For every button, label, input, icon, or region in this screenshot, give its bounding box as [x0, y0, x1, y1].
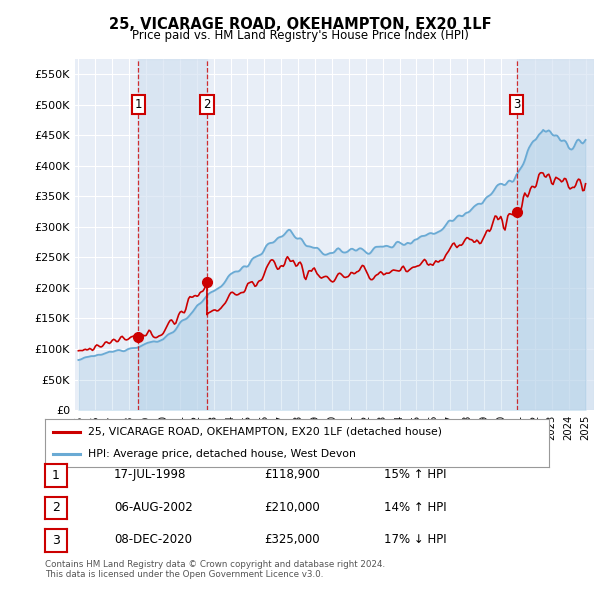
Text: 14% ↑ HPI: 14% ↑ HPI [384, 501, 446, 514]
Text: HPI: Average price, detached house, West Devon: HPI: Average price, detached house, West… [88, 449, 356, 459]
Bar [517, 59, 594, 410]
Text: 1: 1 [52, 469, 60, 482]
Text: £118,900: £118,900 [264, 468, 320, 481]
Text: Contains HM Land Registry data © Crown copyright and database right 2024.
This d: Contains HM Land Registry data © Crown c… [45, 560, 385, 579]
Text: 2: 2 [52, 502, 60, 514]
Text: Price paid vs. HM Land Registry's House Price Index (HPI): Price paid vs. HM Land Registry's House … [131, 30, 469, 42]
Text: £210,000: £210,000 [264, 501, 320, 514]
Text: 08-DEC-2020: 08-DEC-2020 [114, 533, 192, 546]
Text: 2: 2 [203, 99, 211, 112]
Text: £325,000: £325,000 [264, 533, 320, 546]
Text: 3: 3 [52, 534, 60, 547]
Text: 1: 1 [134, 99, 142, 112]
Text: 3: 3 [513, 99, 520, 112]
Text: 17-JUL-1998: 17-JUL-1998 [114, 468, 187, 481]
Text: 25, VICARAGE ROAD, OKEHAMPTON, EX20 1LF: 25, VICARAGE ROAD, OKEHAMPTON, EX20 1LF [109, 17, 491, 31]
Text: 25, VICARAGE ROAD, OKEHAMPTON, EX20 1LF (detached house): 25, VICARAGE ROAD, OKEHAMPTON, EX20 1LF … [88, 427, 442, 437]
Text: 06-AUG-2002: 06-AUG-2002 [114, 501, 193, 514]
Text: 17% ↓ HPI: 17% ↓ HPI [384, 533, 446, 546]
Bar [138, 59, 207, 410]
Text: 15% ↑ HPI: 15% ↑ HPI [384, 468, 446, 481]
